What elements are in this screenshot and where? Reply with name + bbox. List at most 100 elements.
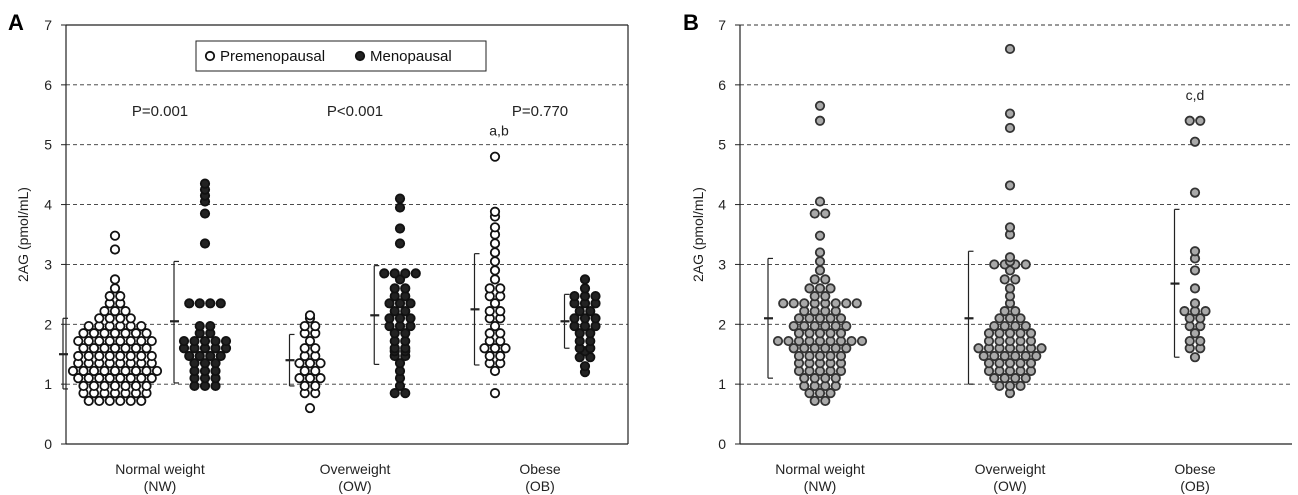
data-point bbox=[799, 298, 810, 309]
data-point bbox=[1195, 335, 1206, 347]
data-point bbox=[109, 343, 121, 354]
data-point bbox=[1020, 320, 1031, 332]
data-point bbox=[1184, 335, 1195, 347]
data-point bbox=[389, 328, 400, 339]
data-point bbox=[489, 365, 501, 377]
y-tick-label: 3 bbox=[44, 256, 52, 272]
data-point bbox=[973, 343, 984, 354]
data-point bbox=[389, 306, 400, 317]
data-point bbox=[304, 358, 316, 369]
data-point bbox=[830, 298, 841, 309]
data-point bbox=[99, 328, 110, 339]
data-point bbox=[78, 365, 89, 377]
panel-label: A bbox=[8, 10, 24, 35]
data-point bbox=[1184, 115, 1195, 126]
data-point bbox=[304, 310, 316, 321]
data-point bbox=[299, 365, 310, 377]
data-point bbox=[379, 268, 390, 279]
data-point bbox=[814, 256, 826, 267]
data-point bbox=[489, 298, 501, 309]
data-point bbox=[394, 238, 406, 249]
data-point bbox=[820, 343, 831, 354]
y-tick-label: 2 bbox=[718, 316, 726, 332]
data-point bbox=[205, 350, 216, 362]
data-point bbox=[310, 365, 321, 377]
data-point bbox=[109, 380, 121, 392]
data-point bbox=[983, 328, 995, 339]
data-point bbox=[1020, 259, 1031, 270]
data-point bbox=[479, 343, 490, 354]
data-point bbox=[104, 373, 115, 384]
data-point bbox=[1010, 320, 1021, 332]
data-point bbox=[788, 343, 799, 354]
data-point bbox=[809, 274, 820, 285]
data-point bbox=[125, 313, 136, 324]
data-point bbox=[215, 350, 226, 362]
p-value-label: P=0.770 bbox=[512, 103, 568, 120]
data-point bbox=[94, 373, 105, 384]
data-point bbox=[489, 388, 501, 399]
data-point bbox=[835, 328, 847, 339]
data-point bbox=[83, 350, 94, 362]
data-point bbox=[1025, 358, 1037, 369]
data-point bbox=[109, 283, 121, 294]
data-point bbox=[489, 151, 501, 162]
data-point bbox=[1189, 246, 1201, 257]
data-point bbox=[1010, 274, 1021, 285]
data-point bbox=[109, 328, 121, 339]
data-point bbox=[814, 115, 826, 126]
data-point bbox=[394, 193, 406, 204]
data-point bbox=[1004, 313, 1016, 324]
data-point bbox=[983, 358, 995, 369]
data-point bbox=[146, 350, 157, 362]
x-tick-label-abbr: (OB) bbox=[525, 478, 555, 494]
data-point bbox=[820, 395, 831, 407]
data-point bbox=[1195, 313, 1206, 324]
data-point bbox=[489, 238, 501, 249]
data-point bbox=[294, 358, 305, 369]
data-point bbox=[1010, 350, 1021, 362]
data-point bbox=[1004, 180, 1016, 191]
data-point bbox=[405, 313, 416, 324]
data-point bbox=[189, 358, 200, 369]
x-tick-label-abbr: (OW) bbox=[338, 478, 371, 494]
data-point bbox=[88, 380, 100, 392]
data-point bbox=[120, 380, 131, 392]
data-point bbox=[814, 350, 826, 362]
data-point bbox=[820, 208, 831, 219]
data-point bbox=[384, 298, 395, 309]
y-axis-label: 2AG (pmol/mL) bbox=[15, 187, 31, 282]
data-point bbox=[788, 320, 799, 332]
data-point bbox=[120, 328, 131, 339]
p-value-label: P=0.001 bbox=[132, 103, 188, 120]
data-point bbox=[400, 283, 411, 294]
data-point bbox=[115, 291, 126, 302]
data-point bbox=[136, 320, 147, 332]
data-point bbox=[73, 350, 84, 362]
data-point bbox=[1036, 343, 1047, 354]
data-point bbox=[989, 350, 1000, 362]
data-point bbox=[394, 358, 406, 369]
data-point bbox=[94, 350, 105, 362]
data-point bbox=[130, 365, 142, 377]
data-point bbox=[210, 335, 221, 347]
annotation: c,d bbox=[1186, 87, 1205, 103]
data-point bbox=[67, 365, 79, 377]
data-point bbox=[999, 274, 1010, 285]
data-point bbox=[495, 283, 506, 294]
data-point bbox=[1015, 358, 1026, 369]
data-point bbox=[856, 335, 868, 347]
data-point bbox=[835, 313, 847, 324]
x-tick-label: Normal weight bbox=[775, 461, 865, 477]
data-point bbox=[585, 306, 596, 317]
y-axis-label: 2AG (pmol/mL) bbox=[690, 187, 706, 282]
x-tick-label: Normal weight bbox=[115, 461, 205, 477]
data-point bbox=[1015, 328, 1026, 339]
data-point bbox=[814, 328, 826, 339]
data-point bbox=[394, 202, 406, 213]
y-tick-label: 1 bbox=[718, 376, 726, 392]
data-point bbox=[1189, 352, 1201, 363]
data-point bbox=[304, 335, 316, 347]
